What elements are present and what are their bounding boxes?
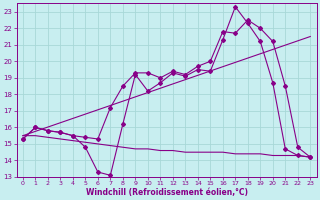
X-axis label: Windchill (Refroidissement éolien,°C): Windchill (Refroidissement éolien,°C) [85,188,248,197]
